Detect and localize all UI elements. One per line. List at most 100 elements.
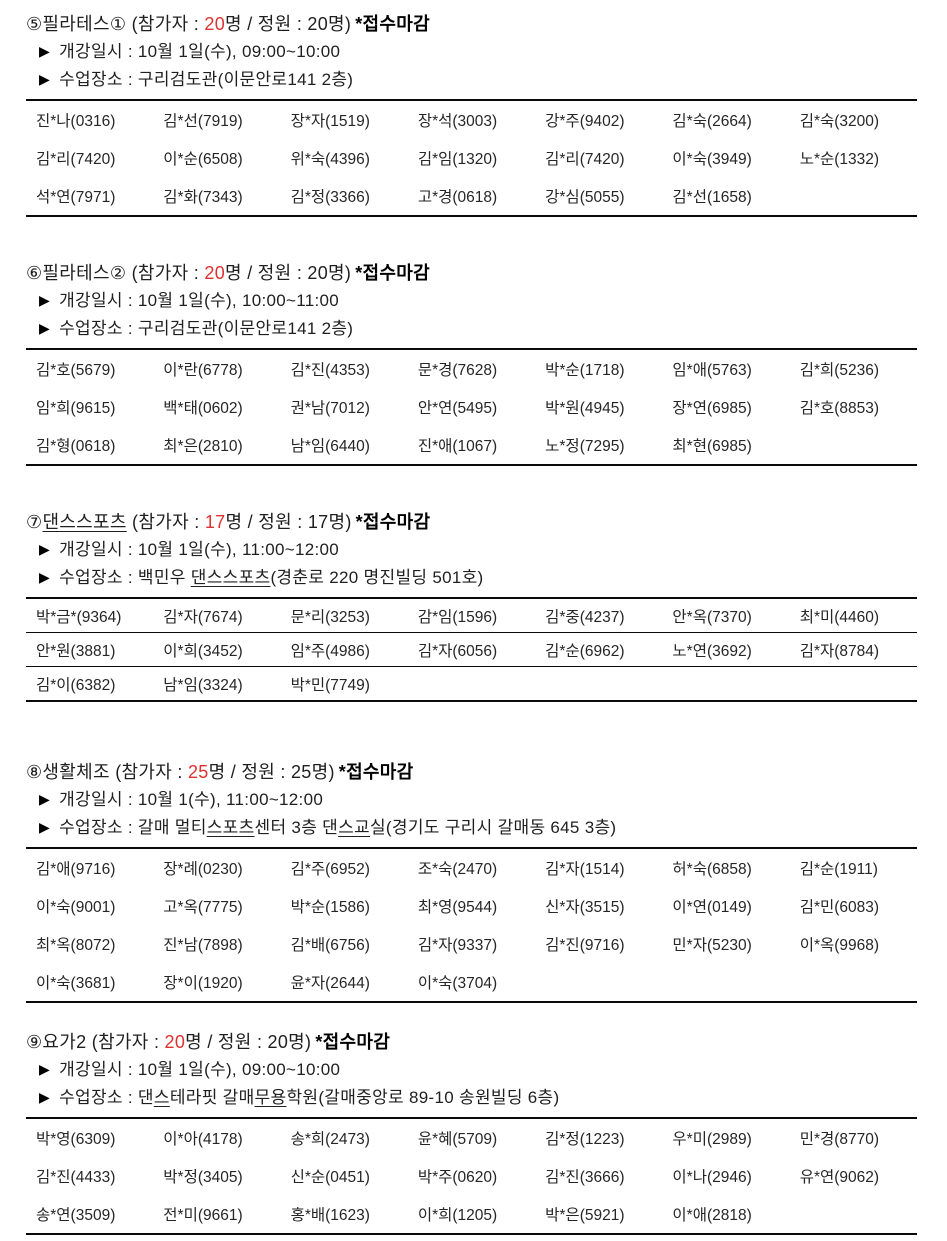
participant-cell: 김*순(6962) <box>545 642 625 660</box>
participant-cell: 박*금*(9364) <box>36 608 122 626</box>
table-row: 김*형(0618) 최*은(2810) 남*임(6440) 진*애(1067) 노*정(… <box>26 426 917 464</box>
sections-container: ⑤필라테스① (참가자 : 20명 / 정원 : 20명) *접수마감 ▶ 개강일시 … <box>26 10 921 1235</box>
table-row: 박*금*(9364) 김*자(7674) 문*리(3253) 감*임(1596) 김*중… <box>26 599 917 633</box>
class-section-5: ⑤필라테스① (참가자 : 20명 / 정원 : 20명) *접수마감 ▶ 개강일시 … <box>26 10 921 217</box>
arrow-bullet-icon: ▶ <box>39 1089 51 1105</box>
participant-table: 김*호(5679) 이*란(6778) 김*진(4353) 문*경(7628) 박*순(… <box>26 348 917 466</box>
participant-cell: 윤*혜(5709) <box>417 1131 498 1148</box>
table-row: 김*애(9716) 장*례(0230) 김*주(6952) 조*숙(2470) 김*자(… <box>26 849 917 887</box>
participant-cell: 김*숙(2664) <box>672 113 752 130</box>
participant-cell: 김*자(6056) <box>417 642 498 660</box>
participant-cell: 민*자(5230) <box>672 937 752 954</box>
participant-cell: 이*희(1205) <box>417 1207 498 1224</box>
participant-cell: 임*희(9615) <box>36 400 116 417</box>
section-title: 댄스스포츠 <box>42 512 127 532</box>
location-text: 수업장소 : 백민우 <box>59 568 191 587</box>
location-text: (경춘로 220 명진빌딩 501호) <box>270 568 484 587</box>
participant-cell: 박*정(3405) <box>163 1169 243 1186</box>
location-line: ▶ 수업장소 : 댄스테라핏 갈매무용학원(갈매중앙로 89-10 송원빌딩 6층… <box>26 1084 921 1112</box>
participants-pre-label: (참가자 : <box>126 512 205 532</box>
capacity-label: 명 / 정원 : 20명) <box>225 263 352 283</box>
participant-cell: 윤*자(2644) <box>290 975 370 992</box>
participant-table: 박*영(6309) 이*아(4178) 송*희(2473) 윤*혜(5709) 김*정(… <box>26 1117 917 1235</box>
location-line: ▶ 수업장소 : 갈매 멀티스포츠센터 3층 댄스교실(경기도 구리시 갈매동 6… <box>26 814 921 842</box>
participant-table: 박*금*(9364) 김*자(7674) 문*리(3253) 감*임(1596) 김*중… <box>26 597 917 702</box>
registration-closed-label: *접수마감 <box>315 1032 391 1052</box>
participant-cell: 김*중(4237) <box>545 608 625 626</box>
location-text: 댄스스포츠 <box>190 568 271 587</box>
participant-cell: 김*민(6083) <box>799 899 880 916</box>
participant-cell: 박*원(4945) <box>545 400 625 417</box>
location-text: 수업장소 : 구리검도관(이문안로141 2층) <box>59 319 354 338</box>
participant-cell: 이*희(3452) <box>163 642 243 660</box>
capacity-label: 명 / 정원 : 20명) <box>225 14 352 34</box>
capacity-label: 명 / 정원 : 20명) <box>185 1032 312 1052</box>
location-text: 테라핏 갈매 <box>169 1088 255 1107</box>
participant-cell: 김*호(5679) <box>36 362 116 379</box>
participant-cell: 강*심(5055) <box>545 189 625 206</box>
schedule-line: ▶ 개강일시 : 10월 1일(수), 11:00~12:00 <box>26 536 921 564</box>
participant-count: 20 <box>164 1032 186 1052</box>
class-section-6: ⑥필라테스② (참가자 : 20명 / 정원 : 20명) *접수마감 ▶ 개강일시 … <box>26 259 921 466</box>
participant-cell: 송*희(2473) <box>290 1131 370 1148</box>
participant-cell: 박*순(1586) <box>290 899 370 916</box>
participant-cell: 김*자(8784) <box>799 642 880 660</box>
participant-cell: 이*아(4178) <box>163 1131 243 1148</box>
participant-table: 김*애(9716) 장*례(0230) 김*주(6952) 조*숙(2470) 김*자(… <box>26 847 917 1003</box>
participant-cell: 우*미(2989) <box>672 1131 752 1148</box>
participant-count: 25 <box>187 762 209 782</box>
participant-cell: 김*임(1320) <box>417 151 498 168</box>
participant-cell: 최*은(2810) <box>163 438 243 455</box>
schedule-text: 개강일시 : 10월 1일(수), 11:00~12:00 <box>59 540 340 559</box>
participant-cell: 박*순(1718) <box>545 362 625 379</box>
participant-cell: 노*정(7295) <box>545 438 625 455</box>
table-row: 송*연(3509) 전*미(9661) 홍*배(1623) 이*희(1205) 박*은(… <box>26 1195 917 1233</box>
participant-cell: 남*임(3324) <box>163 676 243 694</box>
registration-closed-label: *접수마감 <box>338 762 414 782</box>
participant-cell: 진*남(7898) <box>163 937 243 954</box>
participant-cell: 문*리(3253) <box>290 608 370 626</box>
schedule-line: ▶ 개강일시 : 10월 1일(수), 10:00~11:00 <box>26 287 921 315</box>
participant-cell: 진*애(1067) <box>417 438 498 455</box>
participant-cell: 김*리(7420) <box>545 151 625 168</box>
participant-cell: 김*선(1658) <box>672 189 752 206</box>
schedule-line: ▶ 개강일시 : 10월 1일(수), 09:00~10:00 <box>26 1056 921 1084</box>
registration-closed-label: *접수마감 <box>355 263 430 283</box>
registration-closed-label: *접수마감 <box>355 512 431 532</box>
participant-cell: 김*형(0618) <box>36 438 116 455</box>
participant-cell: 안*연(5495) <box>417 400 498 417</box>
participant-cell: 김*배(6756) <box>290 937 370 954</box>
participant-cell: 위*숙(4396) <box>290 151 370 168</box>
location-text: 수업장소 : 갈매 멀티 <box>59 818 207 837</box>
participant-cell: 전*미(9661) <box>163 1207 243 1224</box>
participant-cell: 임*애(5763) <box>672 362 752 379</box>
schedule-line: ▶ 개강일시 : 10월 1(수), 11:00~12:00 <box>26 786 921 814</box>
participant-cell: 김*정(3366) <box>290 189 370 206</box>
section-header: ⑧생활체조 (참가자 : 25명 / 정원 : 25명) *접수마감 <box>26 758 921 786</box>
arrow-bullet-icon: ▶ <box>39 71 51 87</box>
participant-cell: 김*진(9716) <box>545 937 625 954</box>
participants-pre-label: (참가자 : <box>86 1032 165 1052</box>
participant-cell: 홍*배(1623) <box>290 1207 370 1224</box>
participant-cell: 조*숙(2470) <box>417 861 498 878</box>
participant-cell: 신*자(3515) <box>545 899 625 916</box>
participant-cell: 김*순(1911) <box>799 861 878 878</box>
location-text: 학원(갈매중앙로 89-10 송원빌딩 6층) <box>286 1088 560 1107</box>
participant-cell: 김*이(6382) <box>36 676 116 694</box>
participant-cell: 최*영(9544) <box>417 899 498 916</box>
participant-cell: 이*옥(9968) <box>799 937 880 954</box>
section-title: ⑦ <box>26 512 43 532</box>
participant-cell: 안*옥(7370) <box>672 608 752 626</box>
arrow-bullet-icon: ▶ <box>39 791 51 807</box>
participant-cell: 남*임(6440) <box>290 438 370 455</box>
participant-cell: 최*옥(8072) <box>36 937 116 954</box>
participant-cell: 이*나(2946) <box>672 1169 752 1186</box>
section-header: ⑦댄스스포츠 (참가자 : 17명 / 정원 : 17명) *접수마감 <box>26 508 921 536</box>
schedule-text: 개강일시 : 10월 1(수), 11:00~12:00 <box>59 790 324 809</box>
participant-cell: 박*은(5921) <box>545 1207 625 1224</box>
location-text: 무용 <box>254 1088 287 1107</box>
participant-cell: 이*란(6778) <box>163 362 243 379</box>
participant-cell: 김*진(4433) <box>36 1169 116 1186</box>
participant-count: 20 <box>204 14 226 34</box>
participant-cell: 박*영(6309) <box>36 1131 116 1148</box>
